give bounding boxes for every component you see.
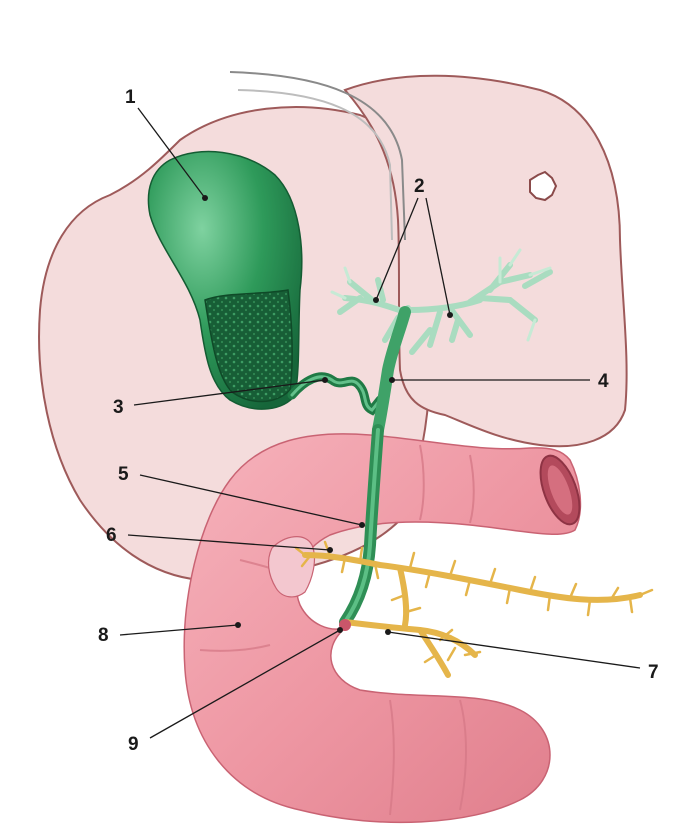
common-hepatic-duct bbox=[372, 306, 411, 436]
leader-5-dot bbox=[359, 522, 365, 528]
leader-3-dot bbox=[322, 377, 328, 383]
pancreas-cut-surface bbox=[267, 536, 316, 598]
label-6: 6 bbox=[106, 525, 117, 546]
ligamentum-cut-mark bbox=[529, 170, 558, 202]
leader-9-dot bbox=[337, 627, 343, 633]
leader-7-dot bbox=[385, 629, 391, 635]
label-7: 7 bbox=[648, 662, 659, 683]
leader-2b-dot bbox=[447, 312, 453, 318]
label-9: 9 bbox=[128, 734, 139, 755]
leader-1 bbox=[137, 107, 206, 199]
leader-5 bbox=[139, 474, 363, 526]
leader-9 bbox=[149, 629, 341, 739]
duodenum-lumen-inner bbox=[547, 465, 573, 515]
label-2: 2 bbox=[414, 176, 425, 197]
duodenum bbox=[183, 433, 582, 824]
leader-1-dot bbox=[202, 195, 208, 201]
leader-4-dot bbox=[389, 377, 395, 383]
leader-6 bbox=[127, 534, 331, 551]
leader-2a-dot bbox=[373, 297, 379, 303]
falciform-ligament-inner bbox=[237, 89, 393, 241]
label-5: 5 bbox=[118, 464, 129, 485]
leader-3 bbox=[133, 379, 326, 406]
label-3: 3 bbox=[113, 397, 124, 418]
gallbladder-mucosa bbox=[204, 289, 293, 403]
pancreatic-duct bbox=[302, 552, 643, 678]
label-1: 1 bbox=[125, 87, 136, 108]
label-8: 8 bbox=[98, 625, 109, 646]
leader-7 bbox=[387, 631, 641, 669]
label-4: 4 bbox=[598, 371, 609, 392]
leader-6-dot bbox=[327, 547, 333, 553]
leader-8-dot bbox=[235, 622, 241, 628]
cystic-duct-highlight bbox=[290, 375, 382, 412]
leader-2b bbox=[425, 197, 451, 316]
hepatic-duct-fine-branches bbox=[330, 248, 552, 342]
falciform-ligament bbox=[229, 71, 406, 241]
leader-8 bbox=[119, 624, 239, 636]
leader-2a bbox=[375, 197, 419, 301]
common-bile-duct-highlight bbox=[343, 428, 380, 624]
pancreatic-duct-twigs bbox=[294, 540, 654, 664]
liver-right-lobe bbox=[343, 74, 628, 448]
